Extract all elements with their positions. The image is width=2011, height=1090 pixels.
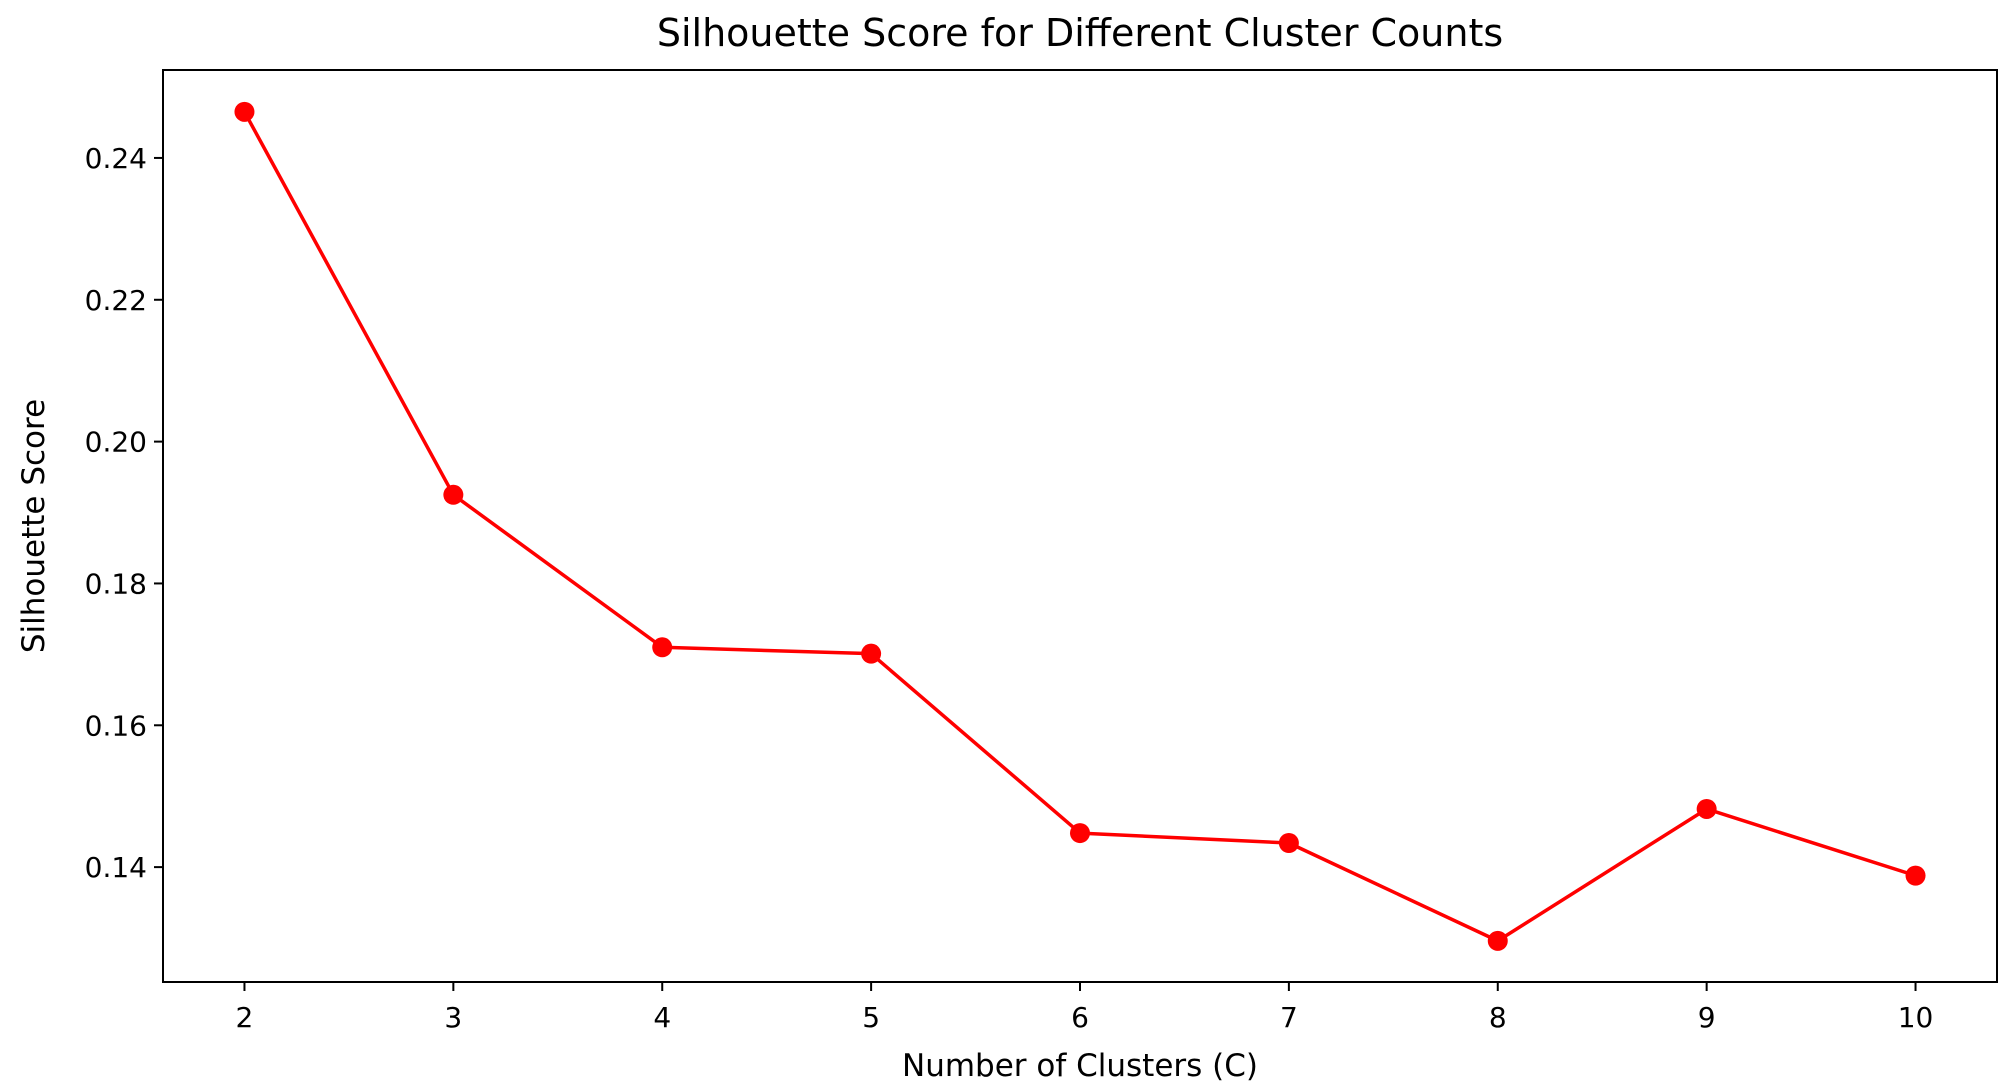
x-axis-label: Number of Clusters (C) <box>902 1048 1258 1084</box>
y-tick-label: 0.20 <box>85 426 147 459</box>
data-point <box>1278 833 1299 854</box>
data-point <box>1905 865 1926 886</box>
plot-frame <box>162 69 1998 983</box>
x-tick-label: 5 <box>862 1001 880 1034</box>
x-tick-label: 8 <box>1489 1001 1507 1034</box>
y-axis: 0.14 0.16 0.18 0.20 0.22 0.24 <box>85 142 163 884</box>
data-point <box>443 484 464 505</box>
x-tick-label: 6 <box>1071 1001 1089 1034</box>
x-tick-label: 4 <box>653 1001 671 1034</box>
x-tick-label: 10 <box>1898 1001 1934 1034</box>
plot-area <box>234 101 1926 951</box>
series-line <box>242 111 1917 943</box>
y-tick-label: 0.22 <box>85 284 147 317</box>
y-tick-label: 0.18 <box>85 567 147 600</box>
y-tick-label: 0.14 <box>85 851 147 884</box>
x-axis: 2 3 4 5 6 7 8 9 10 <box>236 982 1934 1034</box>
data-point <box>1696 798 1717 819</box>
y-axis-label: Silhouette Score <box>16 399 52 653</box>
data-point <box>1070 823 1090 844</box>
x-tick-label: 3 <box>444 1001 462 1034</box>
y-tick-label: 0.16 <box>85 709 147 742</box>
data-point <box>234 101 255 122</box>
x-tick-label: 7 <box>1280 1001 1298 1034</box>
data-point <box>861 643 882 664</box>
y-tick-label: 0.24 <box>85 142 147 175</box>
x-tick-label: 9 <box>1698 1001 1716 1034</box>
data-point <box>1487 930 1508 951</box>
data-point <box>652 637 673 658</box>
x-tick-label: 2 <box>236 1001 254 1034</box>
chart-title: Silhouette Score for Different Cluster C… <box>657 11 1503 55</box>
